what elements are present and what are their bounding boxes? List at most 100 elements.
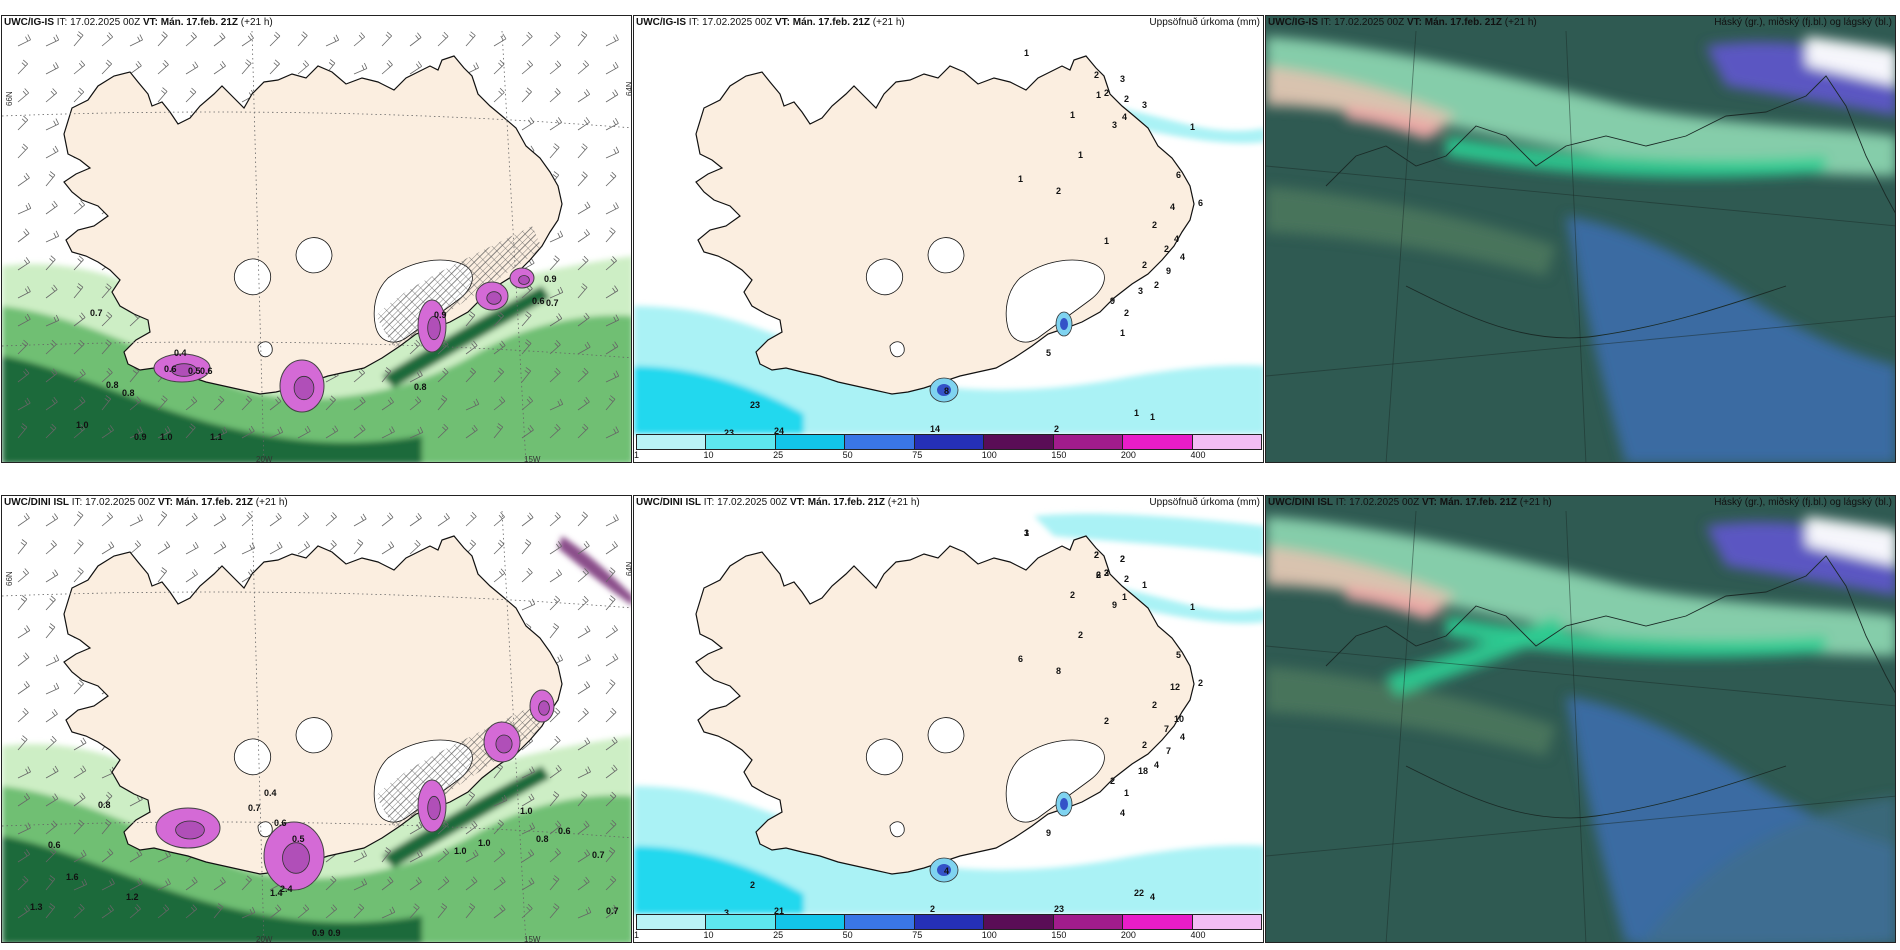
wind-barb-feather: [52, 88, 57, 94]
wind-barb-feather: [582, 258, 587, 263]
wind-barb-feather: [417, 428, 421, 434]
wind-barb: [73, 35, 84, 47]
wind-barb: [493, 852, 506, 863]
wind-barb-feather: [26, 313, 31, 320]
wind-barb: [17, 39, 31, 47]
wind-barb-feather: [277, 512, 282, 519]
wind-barb-feather: [25, 680, 30, 687]
wind-barb-feather: [530, 849, 535, 855]
wind-barb-feather: [498, 514, 503, 520]
wind-barb: [129, 400, 142, 411]
wind-barb-feather: [613, 372, 617, 378]
precip-value: 1: [1070, 110, 1075, 120]
wind-barb-feather: [218, 398, 223, 403]
wind-barb-feather: [612, 64, 616, 69]
wind-barb-feather: [359, 903, 365, 909]
wind-barb-feather: [55, 682, 60, 689]
precip-value: 23: [724, 428, 734, 438]
wind-barb: [45, 659, 59, 667]
wind-barb: [129, 431, 143, 439]
model-source-label: UWC/IG-IS: [1268, 17, 1318, 28]
wind-barb: [465, 906, 476, 919]
wind-barb-feather: [442, 370, 447, 375]
wind-barb-feather: [583, 231, 588, 237]
wind-barb-feather: [21, 342, 27, 347]
wind-barb: [577, 881, 590, 891]
precip-cell-core: [495, 734, 513, 754]
wind-barb-feather: [27, 766, 31, 773]
wind-barb-feather: [246, 514, 251, 519]
precip-value: 1: [1124, 788, 1129, 798]
wind-barb-feather: [497, 370, 502, 375]
wind-barb: [129, 65, 142, 75]
wind-barb-feather: [247, 395, 252, 401]
precip-value: 2: [1120, 554, 1125, 564]
wind-barb-feather: [24, 568, 30, 574]
wind-barb-feather: [442, 879, 447, 884]
wind-barb-feather: [582, 171, 588, 176]
wind-value: 1.1: [210, 432, 223, 442]
wind-barb: [101, 287, 112, 299]
wind-barb-feather: [190, 399, 195, 404]
wind-barb-feather: [587, 766, 591, 773]
wind-barb-feather: [611, 707, 617, 713]
wind-value: 0.6: [558, 826, 571, 836]
wind-barb-feather: [556, 88, 561, 93]
wind-barb-feather: [416, 852, 421, 858]
wind-barb-feather: [582, 143, 588, 148]
wind-barb: [241, 399, 252, 411]
wind-barb-feather: [106, 59, 112, 65]
hatched-area: [376, 226, 542, 348]
wind-barb-feather: [469, 903, 476, 908]
wind-barb-feather: [524, 370, 530, 374]
wind-barb: [577, 659, 591, 667]
lead-time-label: (+21 h): [240, 17, 273, 28]
wind-barb-feather: [468, 794, 474, 798]
wind-barb-feather: [526, 286, 531, 291]
wind-barb: [521, 122, 535, 131]
field-title: Uppsöfnuð úrkoma (mm): [1149, 17, 1260, 28]
wind-barb: [325, 880, 337, 891]
wind-barb: [549, 545, 562, 555]
wind-barb-feather: [469, 791, 475, 796]
colorbar-tick-label: 100: [981, 930, 997, 940]
colorbar-tick-label: 200: [1120, 450, 1136, 460]
wind-barb-feather: [134, 314, 139, 319]
wind-barb-feather: [165, 880, 169, 886]
valid-time-label: VT: Mán. 17.feb. 21Z: [157, 497, 253, 508]
precip-value: 2: [1124, 308, 1129, 318]
wind-barb-feather: [27, 286, 31, 292]
wind-barb-feather: [164, 904, 170, 910]
wind-barb-feather: [415, 539, 421, 545]
colorbar-swatch: [845, 435, 915, 449]
wind-barb-feather: [275, 399, 280, 404]
wind-barb-feather: [528, 851, 532, 857]
wind-barb-feather: [554, 143, 560, 148]
glacier: [295, 717, 333, 754]
wind-barb-feather: [363, 850, 367, 856]
wind-barb-feather: [25, 172, 30, 179]
wind-barb-feather: [330, 542, 335, 547]
colorbar-tick-label: 1: [634, 450, 640, 460]
wind-barb-feather: [161, 567, 167, 572]
wind-barb: [73, 286, 84, 299]
axis-label: 20W: [256, 935, 273, 943]
wind-barb-feather: [585, 229, 590, 235]
wind-barb-feather: [385, 34, 390, 39]
wind-barb-feather: [52, 540, 57, 546]
precip-value: 2: [1094, 550, 1099, 560]
wind-barb: [465, 854, 479, 863]
wind-barb-feather: [22, 90, 27, 96]
wind-barb: [73, 344, 85, 355]
wind-barb: [17, 630, 31, 639]
wind-barb-feather: [416, 824, 420, 829]
colorbar-tick-label: 200: [1120, 930, 1136, 940]
wind-barb-feather: [386, 31, 392, 37]
wind-barb: [17, 402, 31, 411]
wind-barb-feather: [615, 202, 619, 208]
precip-value: 2: [1104, 88, 1109, 98]
wind-value: 1.2: [126, 892, 139, 902]
wind-barb-feather: [249, 544, 253, 550]
precip-value: 8: [944, 386, 949, 396]
wind-barb-feather: [358, 370, 363, 376]
